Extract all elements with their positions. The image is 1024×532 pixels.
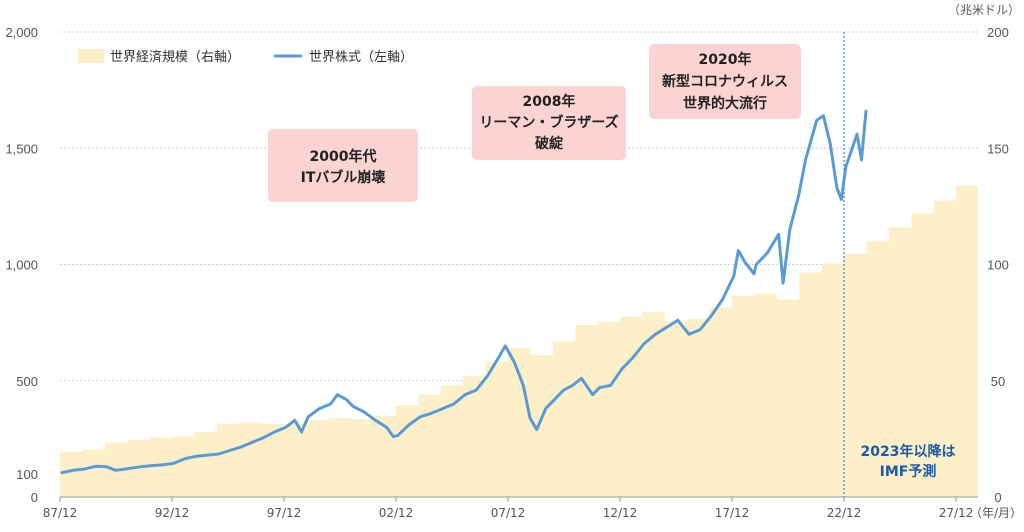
annotation-dotcom-line2: ITバブル崩壊 (301, 169, 387, 186)
world-economy-area-series (60, 185, 978, 497)
annotation-covid-line1: 2020年 (699, 51, 752, 68)
left-tick-label: 100 (16, 467, 38, 482)
world-stock-line (60, 109, 868, 475)
forecast-note: 2023年以降は IMF予測 (861, 443, 956, 480)
left-axis-ticks: 2,000 1,500 1,000 500 100 0 (5, 25, 38, 505)
x-tick-label: 12/12 (603, 506, 638, 520)
annotation-dotcom-box (268, 129, 418, 202)
x-axis-unit: （年/月） (970, 506, 1022, 520)
right-axis-unit: （兆米ドル） (948, 3, 1020, 17)
annotation-covid-line3: 世界的大流行 (683, 95, 767, 112)
world-stock-line-series (60, 109, 868, 475)
annotation-lehman-box (472, 86, 626, 160)
x-tick-label: 02/12 (379, 506, 414, 520)
legend: 世界経済規模（右軸） 世界株式（左軸） (78, 49, 413, 65)
right-tick-label: 150 (987, 141, 1009, 156)
x-tick-label: 07/12 (491, 506, 526, 520)
right-tick-label: 200 (987, 25, 1009, 40)
forecast-note-line1: 2023年以降は (861, 443, 956, 460)
left-tick-label: 1,000 (5, 258, 38, 273)
x-tick-label: 92/12 (155, 506, 190, 520)
right-tick-label: 0 (994, 490, 1001, 505)
right-tick-label: 50 (991, 374, 1005, 389)
annotation-dotcom-line1: 2000年代 (310, 148, 377, 165)
x-tick-label: 22/12 (827, 506, 862, 520)
annotation-covid-line2: 新型コロナウィルス (662, 73, 788, 90)
annotation-lehman-line2: リーマン・ブラザーズ (479, 114, 618, 131)
legend-economy-label: 世界経済規模（右軸） (110, 49, 240, 65)
left-tick-label: 1,500 (5, 141, 38, 156)
x-tick-label: 27/12 (939, 506, 974, 520)
annotation-dotcom: 2000年代 ITバブル崩壊 (268, 129, 418, 202)
x-tick-label: 97/12 (267, 506, 302, 520)
annotation-lehman-line3: 破綻 (535, 135, 564, 152)
x-tick-label: 17/12 (715, 506, 750, 520)
left-tick-label: 2,000 (5, 25, 38, 40)
legend-economy-swatch (78, 49, 104, 63)
annotation-lehman-line1: 2008年 (523, 93, 576, 110)
left-tick-label: 0 (31, 490, 38, 505)
annotation-lehman: 2008年 リーマン・ブラザーズ 破綻 (472, 86, 626, 160)
annotation-covid-box (649, 44, 801, 119)
right-tick-label: 100 (987, 258, 1009, 273)
world-economy-area (60, 185, 978, 497)
legend-stock-label: 世界株式（左軸） (309, 50, 413, 65)
annotation-covid: 2020年 新型コロナウィルス 世界的大流行 (649, 44, 801, 119)
forecast-note-line2: IMF予測 (880, 463, 937, 480)
left-tick-label: 500 (16, 374, 38, 389)
x-axis-ticks: 87/12 92/12 97/12 02/12 07/12 12/12 17/12 22/12… (43, 497, 974, 520)
x-tick-label: 87/12 (43, 506, 78, 520)
right-axis-ticks: 200 150 100 50 0 (987, 25, 1009, 505)
